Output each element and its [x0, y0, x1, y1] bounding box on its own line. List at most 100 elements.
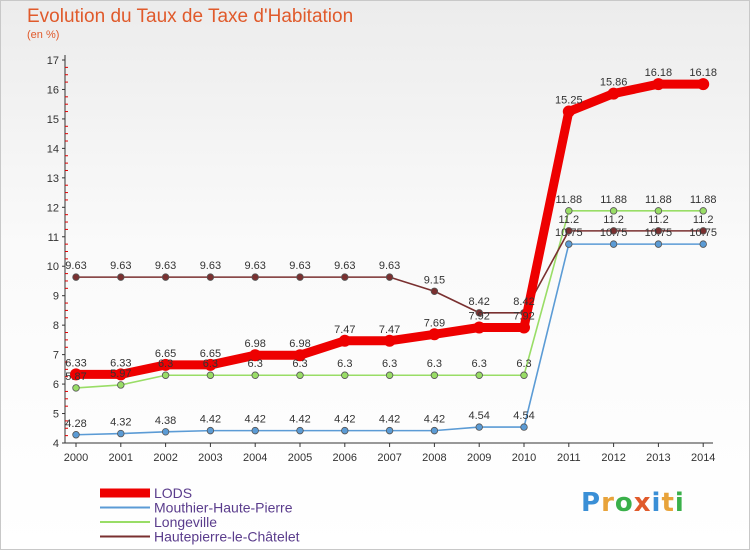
- x-tick-label: 2013: [646, 452, 670, 464]
- data-label: 4.42: [424, 414, 445, 426]
- data-label: 9.63: [244, 260, 265, 272]
- data-point: [654, 207, 663, 215]
- data-label: 6.3: [472, 358, 487, 370]
- logo-letter: o: [614, 488, 634, 518]
- data-label: 10.75: [645, 227, 673, 239]
- proxiti-logo: Proxiti: [581, 488, 685, 518]
- data-point: [161, 273, 170, 281]
- data-point: [114, 368, 127, 381]
- data-label: 8.42: [513, 296, 534, 308]
- data-label: 6.65: [155, 348, 176, 360]
- data-label: 6.33: [65, 357, 86, 369]
- data-label: 4.42: [289, 414, 310, 426]
- x-tick-label: 2009: [467, 452, 491, 464]
- legend-label: Mouthier-Haute-Pierre: [154, 500, 293, 516]
- data-point: [609, 227, 618, 235]
- data-point: [699, 207, 707, 215]
- data-point: [473, 321, 486, 334]
- x-tick-label: 2005: [288, 452, 312, 464]
- data-point: [565, 227, 573, 235]
- x-tick-label: 2014: [691, 452, 715, 464]
- chart-subtitle: (en %): [27, 29, 60, 41]
- data-point: [430, 371, 439, 379]
- data-label: 11.88: [690, 194, 717, 206]
- data-point: [430, 426, 439, 435]
- data-point: [204, 358, 217, 371]
- data-label: 6.65: [200, 348, 221, 360]
- data-label: 11.88: [555, 194, 582, 206]
- data-point: [72, 431, 80, 439]
- data-label: 9.63: [289, 260, 310, 272]
- y-tick-label: 12: [47, 202, 59, 214]
- data-label: 9.15: [424, 274, 445, 286]
- data-point: [430, 287, 439, 295]
- data-point: [294, 349, 306, 362]
- y-tick-label: 5: [53, 409, 59, 421]
- y-tick-label: 11: [48, 232, 59, 244]
- data-point: [428, 328, 441, 341]
- data-point: [117, 381, 125, 389]
- data-label: 9.63: [379, 260, 400, 272]
- data-label: 9.63: [155, 260, 176, 272]
- legend-label: Longeville: [154, 514, 217, 530]
- y-tick-label: 8: [53, 320, 59, 332]
- data-point: [206, 371, 215, 379]
- data-label: 4.54: [468, 410, 489, 422]
- data-point: [341, 273, 349, 281]
- data-label: 11.2: [559, 214, 580, 226]
- y-tick-label: 16: [47, 84, 59, 96]
- data-label: 7.69: [424, 317, 445, 329]
- x-tick-label: 2011: [557, 452, 581, 464]
- x-tick-label: 2007: [377, 452, 401, 464]
- data-label: 6.3: [427, 358, 442, 370]
- y-tick-label: 10: [47, 261, 59, 273]
- data-point: [697, 78, 710, 91]
- data-label: 9.63: [65, 260, 86, 272]
- data-point: [562, 105, 575, 118]
- data-label: 6.98: [289, 338, 310, 350]
- data-label: 15.25: [555, 95, 583, 107]
- data-label: 10.75: [600, 227, 628, 239]
- data-point: [341, 426, 349, 435]
- data-point: [341, 371, 349, 379]
- y-tick-label: 9: [53, 291, 59, 303]
- logo-letter: x: [633, 488, 652, 518]
- logo-letter: r: [601, 488, 615, 518]
- y-tick-label: 17: [47, 55, 59, 67]
- x-tick-label: 2012: [601, 452, 625, 464]
- data-point: [251, 426, 259, 435]
- data-label: 11.88: [645, 194, 672, 206]
- data-label: 6.3: [516, 358, 531, 370]
- data-label: 5.97: [110, 368, 131, 380]
- data-label: 10.75: [555, 227, 583, 239]
- x-tick-label: 2001: [109, 452, 133, 464]
- data-point: [609, 207, 618, 215]
- data-point: [296, 273, 304, 281]
- data-point: [385, 426, 394, 435]
- logo-letter: t: [661, 488, 675, 518]
- data-point: [251, 273, 259, 281]
- data-point: [607, 87, 620, 100]
- data-point: [520, 423, 528, 431]
- data-point: [249, 349, 262, 362]
- data-label: 6.3: [203, 358, 218, 370]
- data-label: 6.3: [382, 358, 397, 370]
- x-tick-label: 2002: [153, 452, 177, 464]
- y-tick-label: 13: [47, 173, 59, 185]
- x-tick-label: 2006: [333, 452, 357, 464]
- y-tick-label: 7: [53, 350, 59, 362]
- legend-label: Hautepierre-le-Châtelet: [154, 529, 300, 545]
- legend-label: LODS: [154, 485, 192, 501]
- data-label: 16.18: [689, 67, 717, 79]
- data-label: 4.42: [244, 414, 265, 426]
- data-point: [654, 227, 663, 235]
- data-point: [699, 240, 707, 248]
- logo-letter: i: [674, 488, 685, 518]
- chart-title: Evolution du Taux de Taxe d'Habitation: [27, 6, 354, 27]
- data-point: [565, 207, 573, 215]
- data-label: 4.42: [379, 414, 400, 426]
- data-point: [475, 371, 483, 379]
- y-tick-label: 15: [47, 114, 59, 126]
- data-point: [520, 371, 528, 379]
- data-label: 6.98: [244, 338, 265, 350]
